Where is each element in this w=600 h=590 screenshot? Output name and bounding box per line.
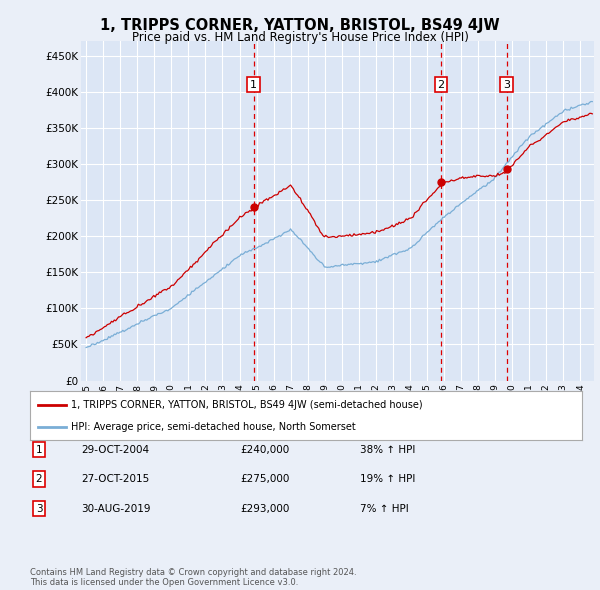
Text: 38% ↑ HPI: 38% ↑ HPI <box>360 445 415 454</box>
Text: 7% ↑ HPI: 7% ↑ HPI <box>360 504 409 513</box>
Text: 19% ↑ HPI: 19% ↑ HPI <box>360 474 415 484</box>
Text: £275,000: £275,000 <box>240 474 289 484</box>
Text: 30-AUG-2019: 30-AUG-2019 <box>81 504 151 513</box>
Text: 1, TRIPPS CORNER, YATTON, BRISTOL, BS49 4JW (semi-detached house): 1, TRIPPS CORNER, YATTON, BRISTOL, BS49 … <box>71 399 423 409</box>
Text: Contains HM Land Registry data © Crown copyright and database right 2024.
This d: Contains HM Land Registry data © Crown c… <box>30 568 356 587</box>
Text: Price paid vs. HM Land Registry's House Price Index (HPI): Price paid vs. HM Land Registry's House … <box>131 31 469 44</box>
Text: £240,000: £240,000 <box>240 445 289 454</box>
Text: £293,000: £293,000 <box>240 504 289 513</box>
Text: 2: 2 <box>35 474 43 484</box>
Text: 1: 1 <box>250 80 257 90</box>
Text: 2: 2 <box>437 80 445 90</box>
Text: HPI: Average price, semi-detached house, North Somerset: HPI: Average price, semi-detached house,… <box>71 422 356 432</box>
Text: 1, TRIPPS CORNER, YATTON, BRISTOL, BS49 4JW: 1, TRIPPS CORNER, YATTON, BRISTOL, BS49 … <box>100 18 500 32</box>
Text: 3: 3 <box>35 504 43 513</box>
Text: 27-OCT-2015: 27-OCT-2015 <box>81 474 149 484</box>
Text: 29-OCT-2004: 29-OCT-2004 <box>81 445 149 454</box>
Text: 3: 3 <box>503 80 510 90</box>
Text: 1: 1 <box>35 445 43 454</box>
